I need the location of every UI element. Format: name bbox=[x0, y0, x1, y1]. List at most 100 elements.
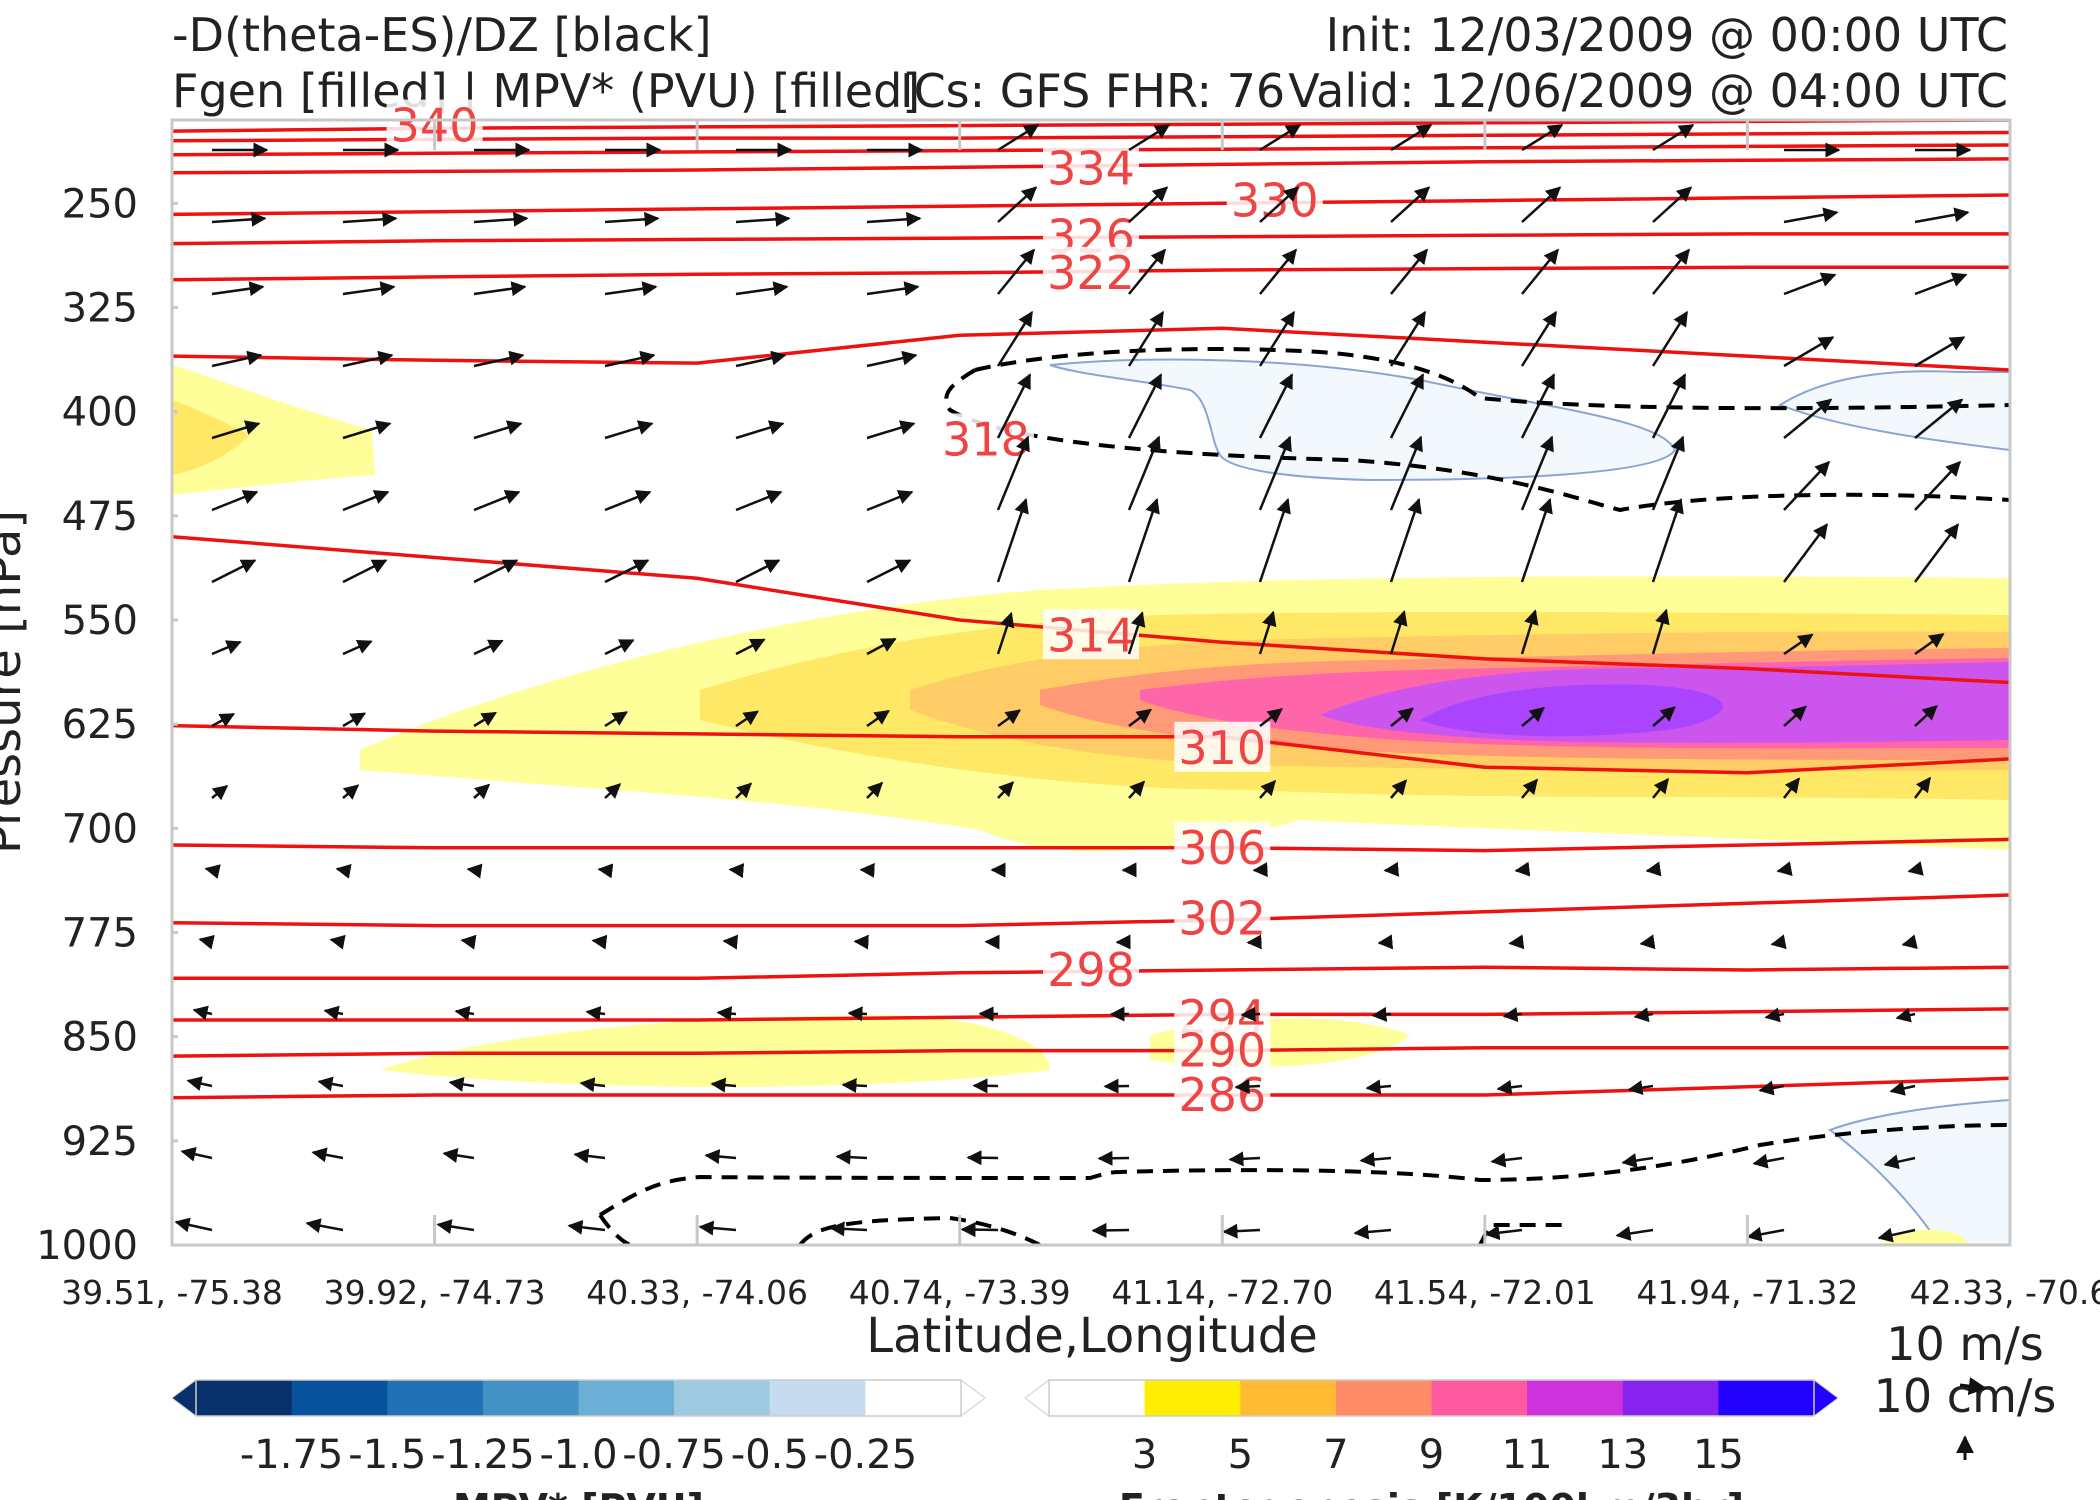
wind-vector bbox=[1783, 633, 1814, 656]
wind-vector bbox=[1651, 435, 1685, 511]
wind-vector bbox=[342, 490, 390, 512]
wind-vector bbox=[1770, 934, 1787, 950]
colorbar-swatch bbox=[291, 1380, 388, 1416]
wind-vector bbox=[1383, 861, 1400, 877]
wind-vector bbox=[1128, 780, 1146, 799]
wind-vector bbox=[866, 211, 922, 227]
wind-vector bbox=[211, 785, 229, 801]
colorbar-swatch bbox=[1718, 1380, 1815, 1416]
wind-vector bbox=[1390, 248, 1428, 295]
wind-vector bbox=[1508, 934, 1525, 950]
wind-vector bbox=[342, 640, 373, 656]
wind-vector bbox=[1259, 123, 1302, 152]
theta-e-contour-318 bbox=[172, 326, 2010, 372]
x-axis-ticks: 39.51, -75.38 39.92, -74.73 40.33, -74.06 4… bbox=[61, 120, 2100, 1312]
wind-vector bbox=[735, 420, 785, 440]
wind-vector bbox=[1128, 123, 1171, 152]
y-tick-label: 475 bbox=[62, 494, 138, 540]
wind-vector bbox=[192, 1005, 213, 1021]
contour-label-bg bbox=[1174, 892, 1271, 943]
wind-vector bbox=[567, 1219, 606, 1235]
contour-label-bg bbox=[1174, 1024, 1271, 1075]
vector-reference-horizontal: 10 m/s bbox=[1886, 1317, 2043, 1371]
colorbar-swatch bbox=[196, 1380, 293, 1416]
fgen-upper-left bbox=[172, 365, 375, 495]
colorbar-min-extend bbox=[1024, 1379, 1050, 1417]
wind-vector bbox=[448, 1076, 475, 1092]
wind-vector bbox=[1127, 611, 1146, 655]
wind-vector bbox=[1914, 460, 1962, 511]
wind-vector bbox=[1496, 1079, 1523, 1095]
wind-vector bbox=[1877, 1227, 1916, 1243]
wind-vector bbox=[473, 490, 521, 512]
contour-label-314: 314 bbox=[1047, 608, 1135, 662]
colorbar-swatch bbox=[1049, 1380, 1146, 1416]
wind-vector bbox=[1652, 248, 1690, 295]
contour-label-286: 286 bbox=[1178, 1068, 1266, 1122]
wind-vector bbox=[1651, 608, 1670, 655]
wind-vector bbox=[211, 490, 259, 512]
colorbar-swatch bbox=[1527, 1380, 1624, 1416]
wind-vector bbox=[1520, 435, 1554, 511]
colorbar-tick-label: 15 bbox=[1693, 1432, 1744, 1478]
wind-vector bbox=[1520, 310, 1558, 367]
y-tick-label: 250 bbox=[62, 181, 138, 227]
wind-vector bbox=[180, 1146, 213, 1162]
wind-vector bbox=[604, 490, 652, 512]
wind-vector bbox=[1914, 336, 1966, 368]
wind-vector bbox=[442, 1148, 475, 1163]
contour-label-330: 330 bbox=[1231, 174, 1319, 228]
colorbar-outline bbox=[195, 1379, 962, 1417]
x-tick-label: 41.14, -72.70 bbox=[1111, 1273, 1333, 1312]
theta-e-contour-286 bbox=[172, 1076, 2010, 1100]
wind-vector bbox=[1127, 310, 1165, 367]
wind-vector bbox=[1901, 934, 1918, 950]
wind-vector bbox=[841, 1077, 868, 1093]
wind-vector bbox=[1914, 207, 1970, 224]
wind-vector bbox=[1652, 778, 1669, 799]
wind-vector bbox=[211, 559, 257, 584]
wind-vector bbox=[997, 248, 1035, 295]
wind-vector bbox=[473, 211, 529, 227]
wind-vector bbox=[728, 863, 745, 879]
wind-vector bbox=[579, 1077, 606, 1093]
wind-vector bbox=[329, 934, 346, 950]
wind-vector bbox=[204, 864, 221, 879]
wind-vector bbox=[835, 1149, 868, 1165]
wind-vector bbox=[460, 934, 477, 950]
wind-vector bbox=[1914, 704, 1938, 727]
contour-label-bg bbox=[1043, 944, 1139, 994]
fgen-colorbar: 3 5 7 9 11 13 15 Frontogenesis [K/100km/3hr] bbox=[1024, 1379, 1839, 1500]
wind-vector bbox=[1913, 523, 1960, 583]
wind-vector bbox=[1365, 1079, 1392, 1095]
wind-vector bbox=[1783, 272, 1837, 296]
colorbar-swatch bbox=[1622, 1380, 1719, 1416]
y-tick-label: 775 bbox=[62, 911, 138, 957]
wind-vector bbox=[704, 1149, 737, 1165]
wind-vector bbox=[1521, 706, 1545, 727]
mpv-region-upper bbox=[1049, 358, 1677, 482]
wind-vector bbox=[735, 490, 783, 512]
colorbar-tick-label: -1.75 bbox=[240, 1432, 344, 1478]
wind-vector bbox=[1258, 497, 1291, 583]
wind-vector bbox=[317, 1076, 344, 1092]
wind-vector bbox=[473, 350, 525, 368]
wind-vector bbox=[1521, 778, 1538, 799]
wind-vector bbox=[1246, 934, 1262, 950]
theta-e-contour-306 bbox=[172, 837, 2010, 853]
contour-label-334: 334 bbox=[1047, 142, 1135, 196]
wind-vector bbox=[1234, 1079, 1261, 1095]
wind-vector bbox=[342, 350, 394, 368]
wind-vector bbox=[1091, 1222, 1130, 1238]
x-axis-label: Latitude,Longitude bbox=[866, 1308, 1318, 1364]
y-tick-label: 925 bbox=[62, 1119, 138, 1165]
wind-vector bbox=[1390, 707, 1414, 727]
colorbar-tick-label: -1.5 bbox=[348, 1432, 426, 1478]
wind-vector bbox=[211, 420, 261, 440]
wind-vector bbox=[997, 186, 1038, 223]
wind-vector bbox=[866, 559, 912, 584]
y-tick-label: 700 bbox=[62, 806, 138, 852]
wind-vectors bbox=[174, 123, 1972, 1243]
x-tick-label: 41.54, -72.01 bbox=[1374, 1273, 1596, 1312]
colorbar-tick-label: 3 bbox=[1132, 1432, 1157, 1478]
